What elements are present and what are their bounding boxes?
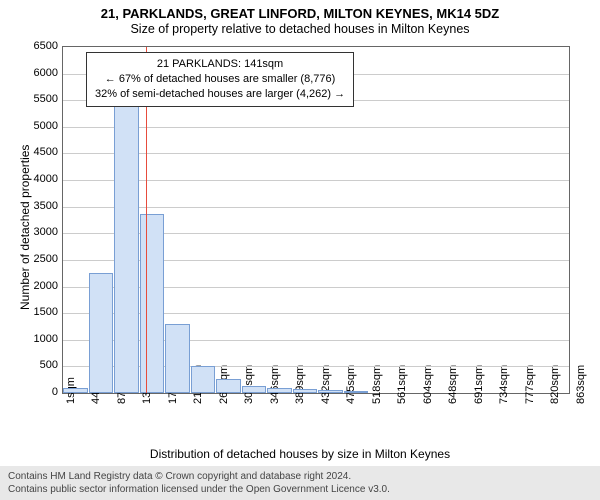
- ytick-label: 1500: [34, 306, 58, 318]
- histogram-bar: [216, 379, 241, 393]
- ytick-label: 1000: [34, 333, 58, 345]
- callout-annotation: 21 PARKLANDS: 141sqm ← 67% of detached h…: [86, 52, 354, 107]
- histogram-bar: [165, 324, 190, 393]
- callout-line-2: ← 67% of detached houses are smaller (8,…: [95, 72, 345, 87]
- y-axis-label: Number of detached properties: [18, 145, 32, 310]
- ytick-label: 5500: [34, 93, 58, 105]
- gridline: [63, 207, 569, 208]
- ytick-label: 2000: [34, 280, 58, 292]
- histogram-bar: [318, 390, 343, 393]
- attribution-footer: Contains HM Land Registry data © Crown c…: [0, 466, 600, 500]
- footer-line-2: Contains public sector information licen…: [8, 483, 592, 496]
- ytick-label: 2500: [34, 253, 58, 265]
- ytick-label: 500: [40, 359, 58, 371]
- histogram-bar: [293, 389, 318, 393]
- histogram-bar: [114, 97, 139, 393]
- callout-line-3: 32% of semi-detached houses are larger (…: [95, 87, 345, 102]
- ytick-label: 6000: [34, 67, 58, 79]
- title-block: 21, PARKLANDS, GREAT LINFORD, MILTON KEY…: [0, 0, 600, 36]
- ytick-label: 0: [52, 386, 58, 398]
- histogram-bar: [191, 366, 216, 393]
- chart-plot-area: 21 PARKLANDS: 141sqm ← 67% of detached h…: [62, 46, 570, 394]
- ytick-label: 3500: [34, 200, 58, 212]
- gridline: [63, 153, 569, 154]
- histogram-bar: [63, 388, 88, 393]
- ytick-label: 4500: [34, 146, 58, 158]
- gridline: [63, 180, 569, 181]
- histogram-bar: [242, 386, 267, 393]
- ytick-label: 4000: [34, 173, 58, 185]
- ytick-label: 3000: [34, 226, 58, 238]
- title-main: 21, PARKLANDS, GREAT LINFORD, MILTON KEY…: [0, 6, 600, 21]
- histogram-bar: [140, 214, 165, 393]
- histogram-bar: [89, 273, 114, 393]
- histogram-bar: [267, 388, 292, 393]
- footer-line-1: Contains HM Land Registry data © Crown c…: [8, 470, 592, 483]
- ytick-label: 6500: [34, 40, 58, 52]
- title-sub: Size of property relative to detached ho…: [0, 22, 600, 36]
- gridline: [63, 127, 569, 128]
- histogram-bar: [344, 391, 369, 393]
- x-axis-label: Distribution of detached houses by size …: [0, 447, 600, 461]
- ytick-label: 5000: [34, 120, 58, 132]
- callout-line-1: 21 PARKLANDS: 141sqm: [95, 57, 345, 72]
